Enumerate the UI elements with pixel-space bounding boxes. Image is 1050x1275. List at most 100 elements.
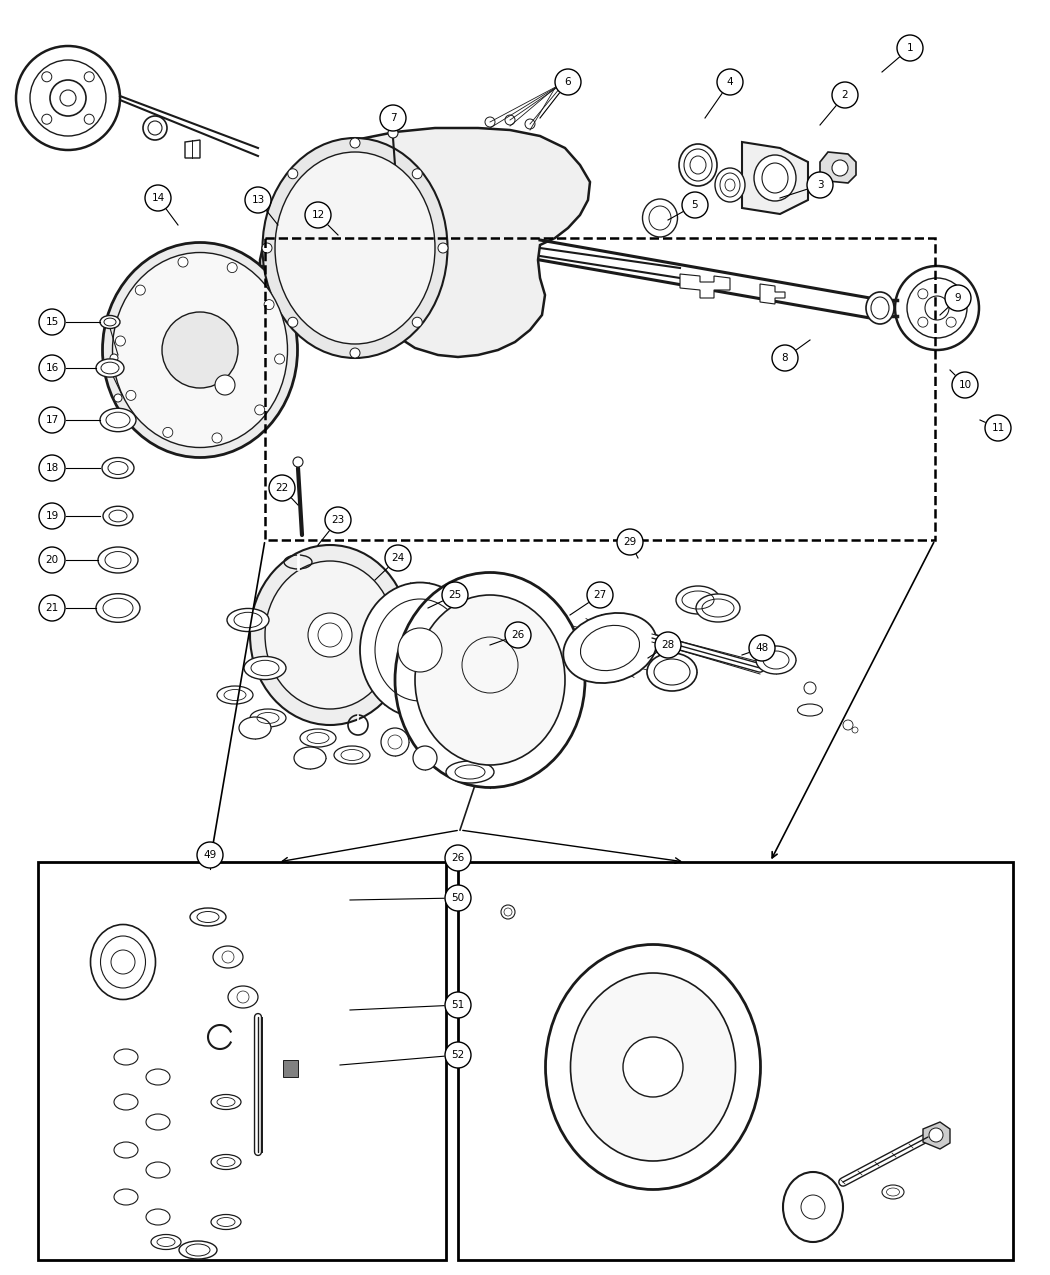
Circle shape: [350, 138, 360, 148]
Text: 29: 29: [624, 537, 636, 547]
Ellipse shape: [754, 156, 796, 201]
Text: 17: 17: [45, 414, 59, 425]
Circle shape: [163, 427, 173, 437]
Circle shape: [50, 80, 86, 116]
Circle shape: [895, 266, 979, 351]
Ellipse shape: [446, 761, 494, 783]
Ellipse shape: [190, 908, 226, 926]
Circle shape: [245, 187, 271, 213]
Ellipse shape: [114, 1049, 138, 1065]
Ellipse shape: [146, 1114, 170, 1130]
Text: 19: 19: [45, 511, 59, 521]
Ellipse shape: [866, 292, 894, 324]
Circle shape: [162, 312, 238, 388]
Circle shape: [39, 504, 65, 529]
Circle shape: [945, 286, 971, 311]
Ellipse shape: [211, 1094, 242, 1109]
Ellipse shape: [415, 595, 565, 765]
Circle shape: [227, 263, 237, 273]
Circle shape: [505, 115, 514, 125]
Ellipse shape: [146, 1068, 170, 1085]
Polygon shape: [260, 128, 590, 357]
Polygon shape: [680, 274, 730, 298]
Text: 14: 14: [151, 193, 165, 203]
Circle shape: [308, 613, 352, 657]
Ellipse shape: [213, 946, 243, 968]
Circle shape: [39, 595, 65, 621]
Text: 28: 28: [662, 640, 674, 650]
Circle shape: [288, 317, 298, 328]
Ellipse shape: [756, 646, 796, 674]
Ellipse shape: [679, 144, 717, 186]
Circle shape: [385, 544, 411, 571]
Text: 10: 10: [959, 380, 971, 390]
Ellipse shape: [151, 1234, 181, 1250]
Ellipse shape: [114, 1142, 138, 1158]
Ellipse shape: [265, 561, 395, 709]
Text: 5: 5: [692, 200, 698, 210]
Circle shape: [413, 746, 437, 770]
Circle shape: [445, 845, 471, 871]
Text: 1: 1: [907, 43, 914, 54]
Text: 18: 18: [45, 463, 59, 473]
Polygon shape: [742, 142, 808, 214]
Circle shape: [39, 309, 65, 335]
Circle shape: [413, 168, 422, 179]
Circle shape: [84, 115, 94, 124]
Circle shape: [215, 375, 235, 395]
Circle shape: [84, 71, 94, 82]
Text: 24: 24: [392, 553, 404, 564]
Ellipse shape: [294, 747, 325, 769]
Ellipse shape: [360, 583, 480, 718]
Text: 23: 23: [332, 515, 344, 525]
Circle shape: [39, 407, 65, 434]
Circle shape: [555, 69, 581, 96]
Text: 4: 4: [727, 76, 733, 87]
Circle shape: [946, 317, 957, 328]
Circle shape: [326, 507, 351, 533]
Ellipse shape: [783, 1172, 843, 1242]
Text: 21: 21: [45, 603, 59, 613]
Ellipse shape: [228, 986, 258, 1009]
Circle shape: [275, 354, 285, 363]
Circle shape: [388, 128, 398, 138]
Circle shape: [918, 289, 928, 298]
Circle shape: [985, 414, 1011, 441]
Circle shape: [918, 317, 928, 328]
Ellipse shape: [103, 242, 297, 458]
Ellipse shape: [882, 1184, 904, 1198]
Ellipse shape: [112, 252, 288, 448]
Ellipse shape: [715, 168, 746, 201]
Ellipse shape: [696, 594, 740, 622]
Circle shape: [525, 119, 536, 129]
Ellipse shape: [250, 709, 286, 727]
Polygon shape: [760, 284, 785, 303]
Circle shape: [262, 244, 272, 252]
Circle shape: [212, 434, 222, 442]
Ellipse shape: [178, 1241, 217, 1258]
Ellipse shape: [227, 608, 269, 631]
Ellipse shape: [211, 1215, 242, 1229]
Circle shape: [623, 1037, 682, 1096]
Text: 51: 51: [452, 1000, 464, 1010]
Text: 7: 7: [390, 113, 396, 122]
Ellipse shape: [244, 657, 286, 680]
Bar: [458, 862, 1013, 1260]
Text: 3: 3: [817, 180, 823, 190]
Ellipse shape: [275, 152, 435, 344]
Circle shape: [255, 405, 265, 414]
Circle shape: [843, 720, 853, 731]
Circle shape: [135, 286, 145, 295]
Ellipse shape: [563, 613, 656, 683]
Ellipse shape: [643, 199, 677, 237]
Polygon shape: [284, 1060, 298, 1077]
Circle shape: [485, 117, 495, 128]
Ellipse shape: [96, 594, 140, 622]
Circle shape: [116, 337, 125, 346]
Text: 12: 12: [312, 210, 324, 221]
Text: 8: 8: [781, 353, 789, 363]
Ellipse shape: [334, 746, 370, 764]
Text: 6: 6: [565, 76, 571, 87]
Circle shape: [60, 91, 76, 106]
Circle shape: [832, 82, 858, 108]
